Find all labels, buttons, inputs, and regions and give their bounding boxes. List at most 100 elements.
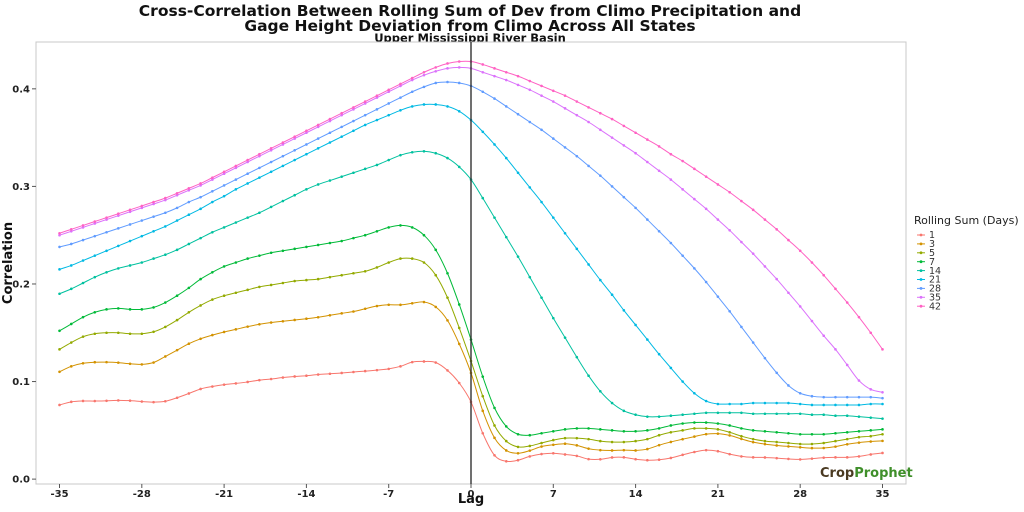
data-point (528, 455, 532, 458)
data-point (434, 248, 438, 252)
data-point (340, 111, 343, 115)
data-point (434, 305, 438, 309)
data-point (693, 421, 696, 424)
data-point (434, 151, 438, 155)
data-point (516, 445, 520, 449)
data-point (93, 254, 97, 257)
data-point (305, 152, 308, 156)
x-tick-label: -7 (383, 489, 394, 500)
data-point (246, 182, 249, 185)
data-point (622, 144, 626, 147)
data-point (552, 438, 555, 442)
data-point (457, 342, 461, 346)
data-point (340, 273, 343, 277)
data-point (58, 231, 61, 235)
data-point (422, 300, 426, 304)
data-point (493, 143, 496, 146)
data-point (410, 76, 414, 80)
data-point (258, 322, 261, 326)
data-point (211, 230, 214, 234)
data-point (105, 331, 108, 335)
data-point (552, 316, 555, 320)
data-point (563, 231, 567, 235)
data-point (117, 361, 120, 364)
data-point (387, 90, 391, 94)
data-point (211, 178, 214, 181)
data-point (751, 456, 755, 459)
data-point (69, 229, 73, 233)
data-point (128, 210, 132, 214)
data-point (199, 304, 202, 307)
data-point (363, 102, 367, 105)
legend-swatch-point (919, 269, 923, 272)
data-point (105, 399, 108, 403)
data-point (246, 288, 249, 292)
data-point (387, 303, 391, 307)
data-point (164, 355, 167, 358)
data-point (422, 70, 426, 74)
data-point (681, 188, 684, 191)
data-point (81, 224, 85, 227)
legend-label: 1 (929, 230, 935, 241)
data-point (834, 414, 837, 418)
data-point (140, 400, 144, 403)
data-point (540, 84, 543, 88)
data-point (199, 195, 202, 199)
data-point (446, 67, 449, 70)
data-point (493, 74, 496, 78)
data-point (822, 456, 825, 459)
data-point (246, 380, 249, 384)
legend-label: 3 (929, 239, 935, 250)
data-point (563, 453, 567, 456)
data-point (575, 436, 579, 440)
data-point (481, 375, 485, 378)
data-point (281, 143, 285, 146)
data-point (704, 421, 708, 424)
data-point (681, 413, 684, 417)
data-point (199, 182, 202, 185)
data-point (140, 219, 144, 222)
x-axis-ticks: -35 -28 -21 -14 -7 0 7 14 21 28 35 (50, 484, 889, 500)
data-point (152, 215, 155, 218)
data-point (834, 395, 837, 399)
data-point (375, 163, 379, 167)
data-point (810, 457, 814, 460)
data-point (599, 428, 602, 431)
data-point (751, 252, 755, 256)
x-tick-label: 35 (876, 489, 890, 500)
x-tick-label: -21 (215, 489, 233, 500)
data-point (657, 443, 661, 447)
data-point (422, 85, 426, 89)
y-tick-label: 0.1 (12, 377, 30, 388)
data-point (69, 322, 73, 326)
data-point (516, 451, 520, 455)
legend-swatch-point (919, 295, 923, 299)
data-point (481, 196, 485, 200)
data-point (822, 413, 825, 417)
data-point (798, 412, 802, 416)
data-point (211, 270, 214, 274)
data-point (775, 440, 778, 444)
data-point (728, 229, 731, 232)
data-point (211, 189, 214, 193)
data-point (728, 424, 731, 427)
legend-swatch-point (919, 242, 923, 246)
data-point (410, 150, 414, 154)
data-point (657, 145, 661, 148)
data-point (93, 310, 97, 314)
data-point (740, 427, 743, 430)
data-point (787, 445, 790, 448)
legend-label: 28 (929, 284, 941, 295)
data-point (610, 401, 614, 405)
data-point (575, 355, 579, 359)
data-point (234, 221, 238, 224)
data-point (575, 113, 579, 117)
data-point (164, 211, 167, 215)
x-axis-label: Lag (458, 492, 484, 507)
data-point (375, 266, 379, 269)
data-point (164, 399, 167, 403)
data-point (798, 458, 802, 461)
data-point (211, 200, 214, 204)
data-point (269, 283, 273, 287)
data-point (810, 394, 814, 398)
